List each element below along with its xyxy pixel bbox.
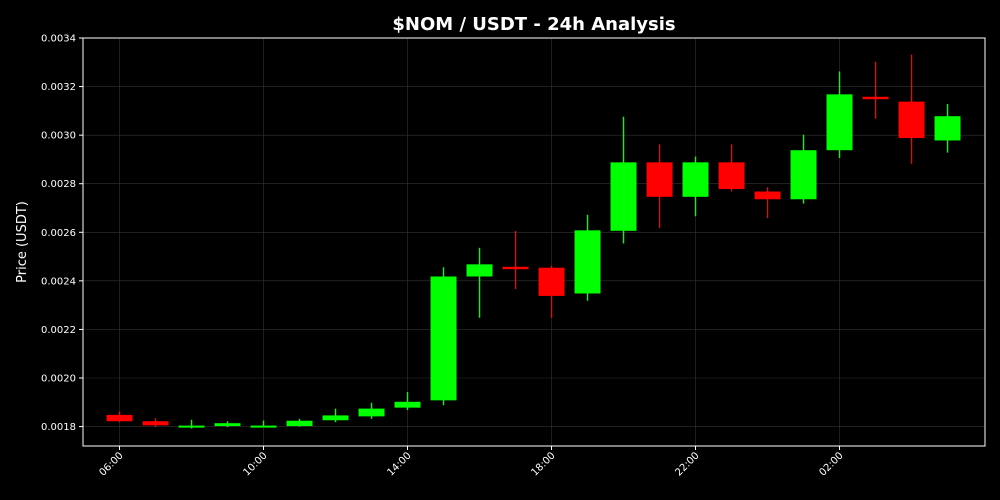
candle-up (682, 156, 709, 217)
candle-body (178, 425, 205, 428)
candle-body (502, 266, 529, 270)
candle-up (358, 402, 385, 419)
candle-body (358, 408, 385, 417)
y-tick-label: 0.0020 (41, 374, 76, 385)
chart-title: $NOM / USDT - 24h Analysis (392, 14, 675, 35)
candle-up (790, 134, 817, 204)
candle-up (322, 408, 349, 423)
candle-down (502, 230, 529, 290)
candle-down (646, 144, 673, 228)
candle-body (862, 96, 889, 100)
y-tick-label: 0.0028 (41, 179, 76, 190)
candle-layer (106, 54, 961, 429)
candle-body (790, 150, 817, 200)
candle-down (898, 54, 925, 164)
y-axis: 0.0018 0.0020 0.0022 0.0024 0.0026 0.0028 0.00… (41, 34, 83, 433)
candle-body (466, 264, 493, 277)
candle-body (718, 162, 745, 190)
candle-body (322, 415, 349, 421)
y-tick-label: 0.0034 (41, 34, 76, 45)
candle-up (430, 267, 457, 406)
candle-body (646, 162, 673, 197)
candle-body (430, 276, 457, 401)
candle-body (826, 94, 853, 151)
candle-down (754, 187, 781, 219)
y-axis-label: Price (USDT) (15, 201, 30, 283)
candle-body (106, 414, 133, 422)
candle-up (250, 420, 277, 428)
candle-down (106, 411, 133, 423)
candle-down (538, 265, 565, 318)
candle-up (214, 421, 241, 428)
candle-up (574, 214, 601, 301)
candle-body (538, 267, 565, 296)
candle-up (466, 247, 493, 318)
candle-body (754, 191, 781, 200)
candle-body (394, 401, 421, 408)
candle-up (394, 392, 421, 411)
candle-body (286, 420, 313, 427)
y-tick-label: 0.0032 (41, 82, 76, 93)
candle-down (862, 61, 889, 119)
candle-body (250, 425, 277, 428)
candle-body (682, 162, 709, 197)
plot-area-frame (82, 37, 986, 447)
candle-body (142, 421, 169, 426)
candle-up (826, 71, 853, 158)
y-tick-label: 0.0018 (41, 422, 76, 433)
y-tick-label: 0.0024 (41, 276, 76, 287)
candle-up (610, 116, 637, 244)
y-tick-label: 0.0022 (41, 325, 76, 336)
candle-up (178, 419, 205, 429)
y-tick-label: 0.0026 (41, 228, 76, 239)
candle-down (142, 418, 169, 428)
candle-body (610, 162, 637, 231)
candle-body (934, 116, 961, 141)
candle-body (898, 101, 925, 139)
candle-body (214, 423, 241, 427)
candle-up (286, 418, 313, 427)
candle-up (934, 104, 961, 153)
candle-down (718, 144, 745, 192)
y-tick-label: 0.0030 (41, 131, 76, 142)
candle-body (574, 230, 601, 294)
